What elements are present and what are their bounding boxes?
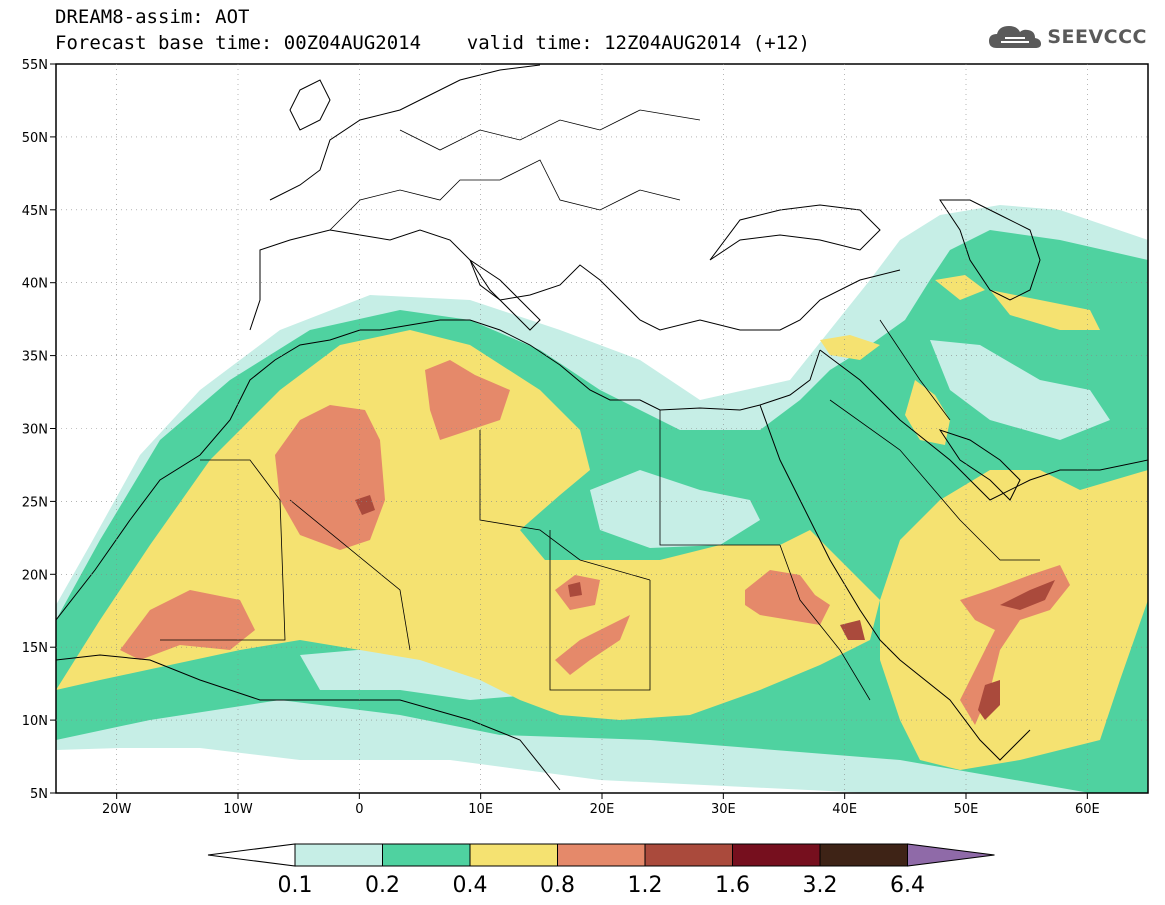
border-egypt-sudan [659, 410, 780, 546]
lon-tick-label: 30E [711, 802, 736, 817]
aot-contour-0.8-mauritania [120, 590, 255, 660]
border-europe-2 [399, 109, 701, 151]
longitude-axis: 20W 10W 0 10E 20E 30E 40E 50E 60E [102, 793, 1100, 817]
lat-tick-label: 40N [22, 277, 48, 292]
lon-tick-label: 50E [954, 802, 979, 817]
lat-tick-label: 30N [22, 423, 48, 438]
aot-contour-1.2-yemen [1000, 580, 1055, 610]
coastline-persian-gulf [938, 429, 1021, 501]
border-sudan-ethiopia [779, 544, 871, 701]
aot-contour-0.4-syria [820, 335, 880, 360]
seevccc-logo: SEEVCCC [987, 22, 1147, 52]
lat-tick-label: 50N [22, 131, 48, 146]
coastline-red-sea [759, 404, 1031, 761]
lat-tick-label: 20N [22, 568, 48, 583]
aot-contour-0.1-libya [590, 470, 760, 548]
latitude-axis: 55N 50N 45N 40N 35N 30N 25N 20N 15N 10N 5N [22, 58, 56, 802]
border-mali-algeria [289, 499, 411, 651]
colorbar-bin [644, 843, 733, 867]
colorbar-bin [294, 843, 383, 867]
forecast-time-label: Forecast base time: 00Z04AUG2014 valid t… [55, 32, 810, 54]
coastline-west-coast [56, 654, 561, 791]
aot-contour-1.2-ethiopia [840, 620, 865, 640]
border-saudi [829, 399, 1040, 561]
aot-contour-0.8-algeria [275, 405, 385, 550]
aot-contour-0.4-caspian [935, 275, 985, 300]
colorbar-bin [382, 843, 471, 867]
lat-tick-label: 10N [22, 714, 48, 729]
lon-tick-label: 10W [223, 802, 253, 817]
border-iraq-iran [879, 319, 951, 421]
coastline-arabia [819, 349, 1148, 501]
lon-tick-label: 20E [590, 802, 615, 817]
colorbar-label: 1.6 [715, 873, 750, 898]
lat-tick-label: 35N [22, 350, 48, 365]
colorbar-label: 0.1 [278, 873, 313, 898]
lon-tick-label: 10E [468, 802, 493, 817]
map-title: DREAM8-assim: AOT [55, 6, 250, 28]
colorbar-bin [469, 843, 558, 867]
lat-tick-label: 45N [22, 204, 48, 219]
colorbar-under-triangle [207, 843, 296, 867]
coastlines [56, 64, 1148, 791]
country-borders [160, 109, 1040, 701]
aot-contour-1.2-algeria [355, 495, 375, 515]
aot-contour-0.4-iran-patch [990, 290, 1100, 330]
coastline-europe-south [249, 229, 901, 331]
colorbar-label: 0.4 [453, 873, 488, 898]
lat-tick-label: 25N [22, 495, 48, 510]
aot-contour-1.2-chad [568, 582, 582, 597]
colorbar-label: 0.2 [365, 873, 400, 898]
lat-tick-label: 55N [22, 58, 48, 73]
colorbar: 0.1 0.2 0.4 0.8 1.2 1.6 3.2 6.4 [207, 843, 995, 898]
coastline-europe-north [269, 64, 541, 201]
colorbar-bin [819, 843, 908, 867]
colorbar-bin [732, 843, 821, 867]
border-europe [329, 159, 681, 231]
lon-tick-label: 40E [832, 802, 857, 817]
colorbar-label: 3.2 [803, 873, 838, 898]
aot-contour-1.2-somalia [978, 680, 1000, 720]
border-algeria-libya [479, 430, 651, 581]
border-mauritania [160, 459, 286, 641]
colorbar-bin [557, 843, 646, 867]
gridlines [56, 64, 1148, 793]
border-chad [549, 530, 651, 691]
aot-contour-0.1-iran [930, 340, 1110, 440]
colorbar-label: 0.8 [540, 873, 575, 898]
coastline-uk [289, 79, 331, 131]
lon-tick-label: 0 [355, 802, 363, 817]
colorbar-label: 1.2 [628, 873, 663, 898]
lon-tick-label: 20W [102, 802, 132, 817]
cloud-icon [989, 26, 1042, 48]
colorbar-label: 6.4 [890, 873, 925, 898]
coastline-caspian [939, 199, 1041, 301]
coastline-black-sea [709, 204, 881, 261]
lat-tick-label: 15N [22, 641, 48, 656]
aot-contour-0.8-chad-south [555, 615, 630, 675]
aot-contour-0.8-tunisia [425, 360, 510, 440]
coastline-west-africa [56, 319, 821, 621]
aot-contour-0.4-sahara [56, 330, 880, 720]
lon-tick-label: 60E [1075, 802, 1100, 817]
colorbar-over-triangle [907, 843, 995, 867]
lat-tick-label: 5N [30, 787, 48, 802]
logo-text: SEEVCCC [1047, 26, 1147, 48]
coastline-italy [469, 259, 541, 331]
aot-field [56, 205, 1148, 793]
